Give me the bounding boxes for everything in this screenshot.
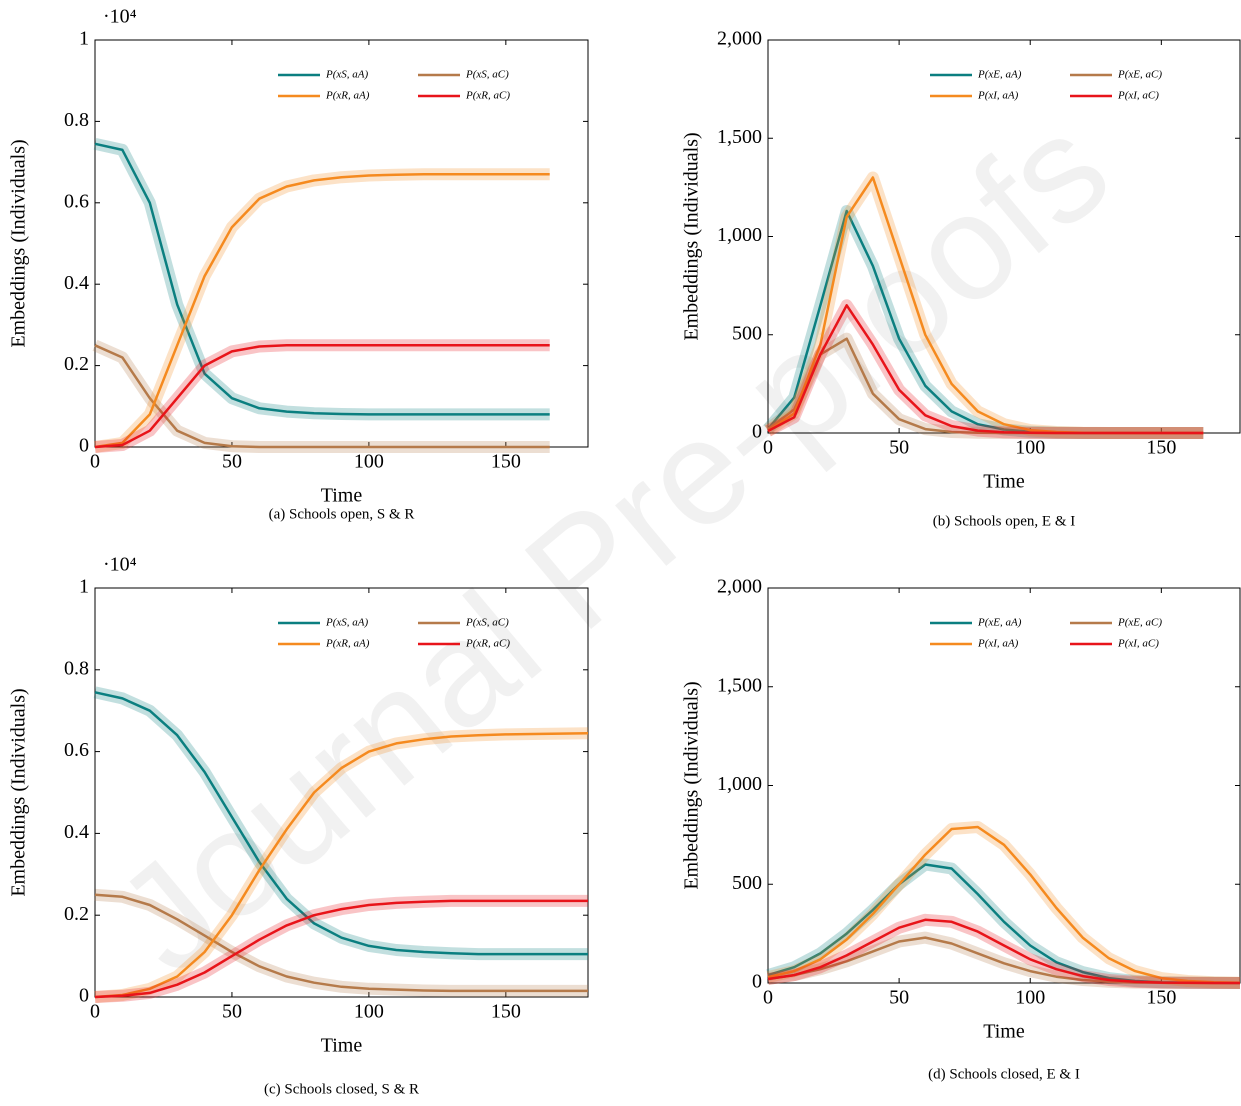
legend-label: P(xE, aC) [1117,69,1162,81]
legend-label: P(xI, aC) [1117,638,1159,650]
x-tick-label: 150 [491,451,521,473]
x-tick-label: 0 [90,451,100,473]
y-tick-label: 0 [752,971,762,993]
y-tick-label: 1,500 [717,674,762,696]
x-tick-label: 0 [763,437,773,459]
x-axis-label: Time [983,1021,1025,1043]
x-tick-label: 100 [1015,987,1045,1009]
x-tick-label: 100 [354,1001,384,1023]
legend-label: P(xS, aA) [325,69,368,81]
series-line [767,918,1240,985]
y-axis-label: Embeddings (Individuals) [681,132,703,340]
legend-label: P(xE, aA) [977,617,1022,629]
y-tick-label: 2,000 [717,576,762,598]
series-line [94,893,588,993]
x-axis-label: Time [321,1035,363,1057]
x-tick-label: 50 [889,437,909,459]
y-tick-label: 1,000 [717,224,762,246]
y-tick-label: 0 [752,421,762,443]
legend-label: P(xE, aA) [977,69,1022,81]
y-tick-label: 0.2 [64,353,89,375]
series-line [767,825,1241,985]
series-line [767,304,1204,435]
y-tick-label: 0 [79,435,89,457]
y-axis-label: Embeddings (Individuals) [8,139,30,347]
x-tick-label: 50 [889,987,909,1009]
x-tick-label: 0 [90,1001,100,1023]
plot-frame [94,587,589,998]
legend-label: P(xR, aA) [325,638,370,650]
caption: (d) Schools closed, E & I [928,1066,1080,1082]
series-line [94,731,589,999]
y-scale-label: ·10⁴ [103,554,137,576]
y-tick-label: 0 [79,985,89,1007]
series-line [94,899,588,999]
legend-label: P(xR, aC) [465,638,510,650]
x-tick-label: 50 [222,451,242,473]
series-line [94,173,550,449]
y-tick-label: 2,000 [717,28,762,50]
y-tick-label: 1,500 [717,126,762,148]
x-axis-label: Time [983,471,1025,493]
y-tick-label: 0.4 [64,821,89,843]
y-axis-label: Embeddings (Individuals) [8,688,30,896]
y-axis-label: Embeddings (Individuals) [681,681,703,889]
x-axis-label: Time [321,485,363,507]
y-tick-label: 0.8 [64,657,89,679]
y-tick-label: 0.4 [64,272,89,294]
legend-label: P(xI, aA) [977,638,1019,650]
x-tick-label: 100 [1015,437,1045,459]
legend-label: P(xR, aA) [325,90,370,102]
legend-label: P(xR, aC) [465,90,510,102]
x-tick-label: 0 [763,987,773,1009]
x-tick-label: 150 [1146,987,1176,1009]
y-tick-label: 500 [732,872,762,894]
y-tick-label: 0.6 [64,190,89,212]
y-tick-label: 0.2 [64,903,89,925]
y-tick-label: 1 [79,576,89,598]
legend-label: P(xS, aC) [465,617,509,629]
legend-label: P(xS, aC) [465,69,509,81]
x-tick-label: 150 [1146,437,1176,459]
x-tick-label: 150 [491,1001,521,1023]
y-tick-label: 0.6 [64,739,89,761]
series-line [94,691,588,956]
series-line [94,142,550,416]
x-tick-label: 100 [354,451,384,473]
caption: (c) Schools closed, S & R [264,1081,419,1097]
y-tick-label: 0.8 [64,109,89,131]
y-tick-label: 500 [732,322,762,344]
caption: (a) Schools open, S & R [269,506,415,522]
y-tick-label: 1 [79,28,89,50]
series-line [94,344,550,449]
x-tick-label: 50 [222,1001,242,1023]
series-line [94,344,550,449]
legend-label: P(xI, aA) [977,90,1019,102]
y-tick-label: 1,000 [717,773,762,795]
legend-label: P(xI, aC) [1117,90,1159,102]
caption: (b) Schools open, E & I [933,513,1075,529]
y-scale-label: ·10⁴ [103,6,137,28]
legend-label: P(xS, aA) [325,617,368,629]
legend-label: P(xE, aC) [1117,617,1162,629]
